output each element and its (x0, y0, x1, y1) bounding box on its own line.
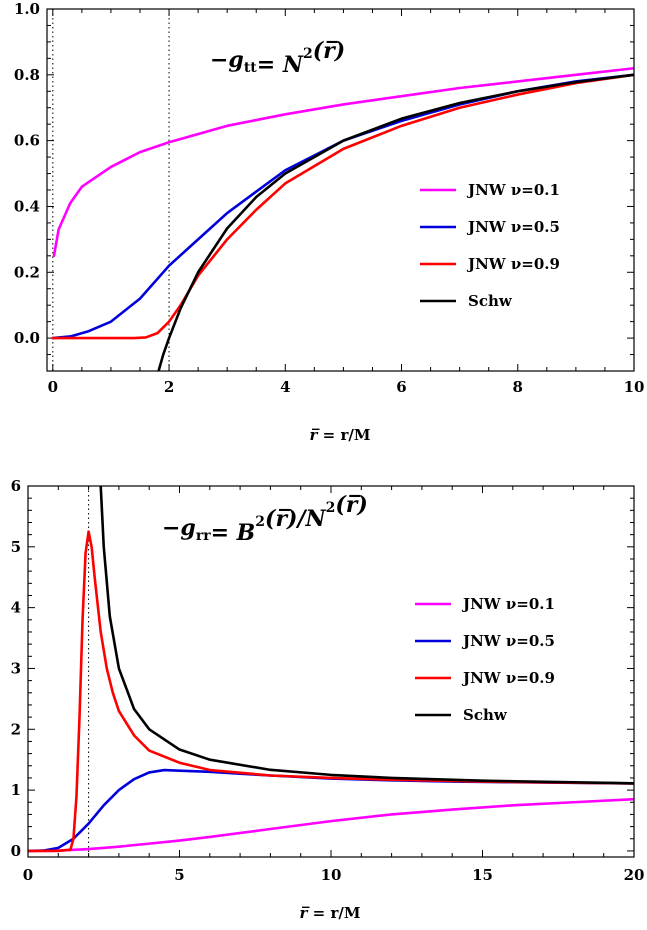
y-tick-label: 4 (11, 599, 21, 617)
legend: JNW ν=0.1 JNW ν=0.5 JNW ν=0.9 Schw (415, 595, 555, 724)
series-line-3 (51, 73, 634, 340)
x-tick-label: 4 (280, 378, 290, 396)
series-group (28, 486, 634, 853)
panel-title: −grr= B2(r̅)/N2(r̅) (162, 492, 368, 546)
x-tick-label: 0 (23, 866, 33, 884)
y-tick-label: 0.8 (14, 66, 40, 84)
series-group (51, 66, 634, 371)
legend-label-2: JNW ν=0.5 (461, 632, 555, 650)
legend-label-1: JNW ν=0.1 (466, 181, 560, 199)
x-tick-label: 10 (624, 378, 645, 396)
y-tick-label: 1.0 (14, 0, 40, 18)
x-tick-label: 5 (174, 866, 184, 884)
x-tick-label: 0 (48, 378, 58, 396)
legend: JNW ν=0.1 JNW ν=0.5 JNW ν=0.9 Schw (420, 181, 560, 310)
y-tick-label: 0.6 (14, 132, 40, 150)
plot-frame (46, 8, 635, 372)
x-tick-label: 2 (164, 378, 174, 396)
y-tick-label: 5 (11, 538, 21, 556)
chart-panel-2: 0 5 10 15 20 0 1 2 3 4 5 6 r̅ = r/M −grr= B2(r̅)/N2(r… (11, 477, 645, 922)
x-tick-label: 6 (396, 378, 406, 396)
y-tick-label: 6 (11, 477, 21, 495)
x-tick-label: 10 (321, 866, 342, 884)
x-tick-label: 20 (624, 866, 645, 884)
plot-frame (27, 485, 635, 858)
x-tick-label: 15 (472, 866, 493, 884)
series-line-4 (99, 486, 634, 785)
legend-label-3: JNW ν=0.9 (466, 255, 560, 273)
tick-marks (47, 8, 635, 372)
series-line-3 (28, 530, 634, 853)
legend-label-3: JNW ν=0.9 (461, 669, 555, 687)
y-tick-label: 0.0 (14, 329, 40, 347)
legend-label-1: JNW ν=0.1 (461, 595, 555, 613)
y-tick-label: 0 (11, 842, 21, 860)
x-tick-label: 8 (513, 378, 523, 396)
y-tick-label: 0.4 (14, 197, 40, 215)
series-line-2 (51, 73, 634, 340)
panel-title: −gtt= N2(r̅) (210, 38, 345, 78)
series-line-1 (28, 797, 634, 853)
chart-panel-1: 0 2 4 6 8 10 0.0 0.2 0.4 0.6 0.8 1.0 r̅ = r/M −gtt= N… (14, 0, 645, 444)
y-tick-label: 0.2 (14, 263, 40, 281)
legend-label-4: Schw (468, 292, 513, 310)
y-tick-label: 2 (11, 720, 21, 738)
legend-label-2: JNW ν=0.5 (466, 218, 560, 236)
x-axis-label: r̅ = r/M (310, 426, 371, 444)
x-axis-label: r̅ = r/M (300, 904, 361, 922)
series-line-1 (52, 66, 634, 258)
legend-label-4: Schw (463, 706, 508, 724)
y-tick-label: 1 (11, 781, 21, 799)
series-line-4 (157, 73, 634, 371)
y-tick-label: 3 (11, 659, 21, 677)
